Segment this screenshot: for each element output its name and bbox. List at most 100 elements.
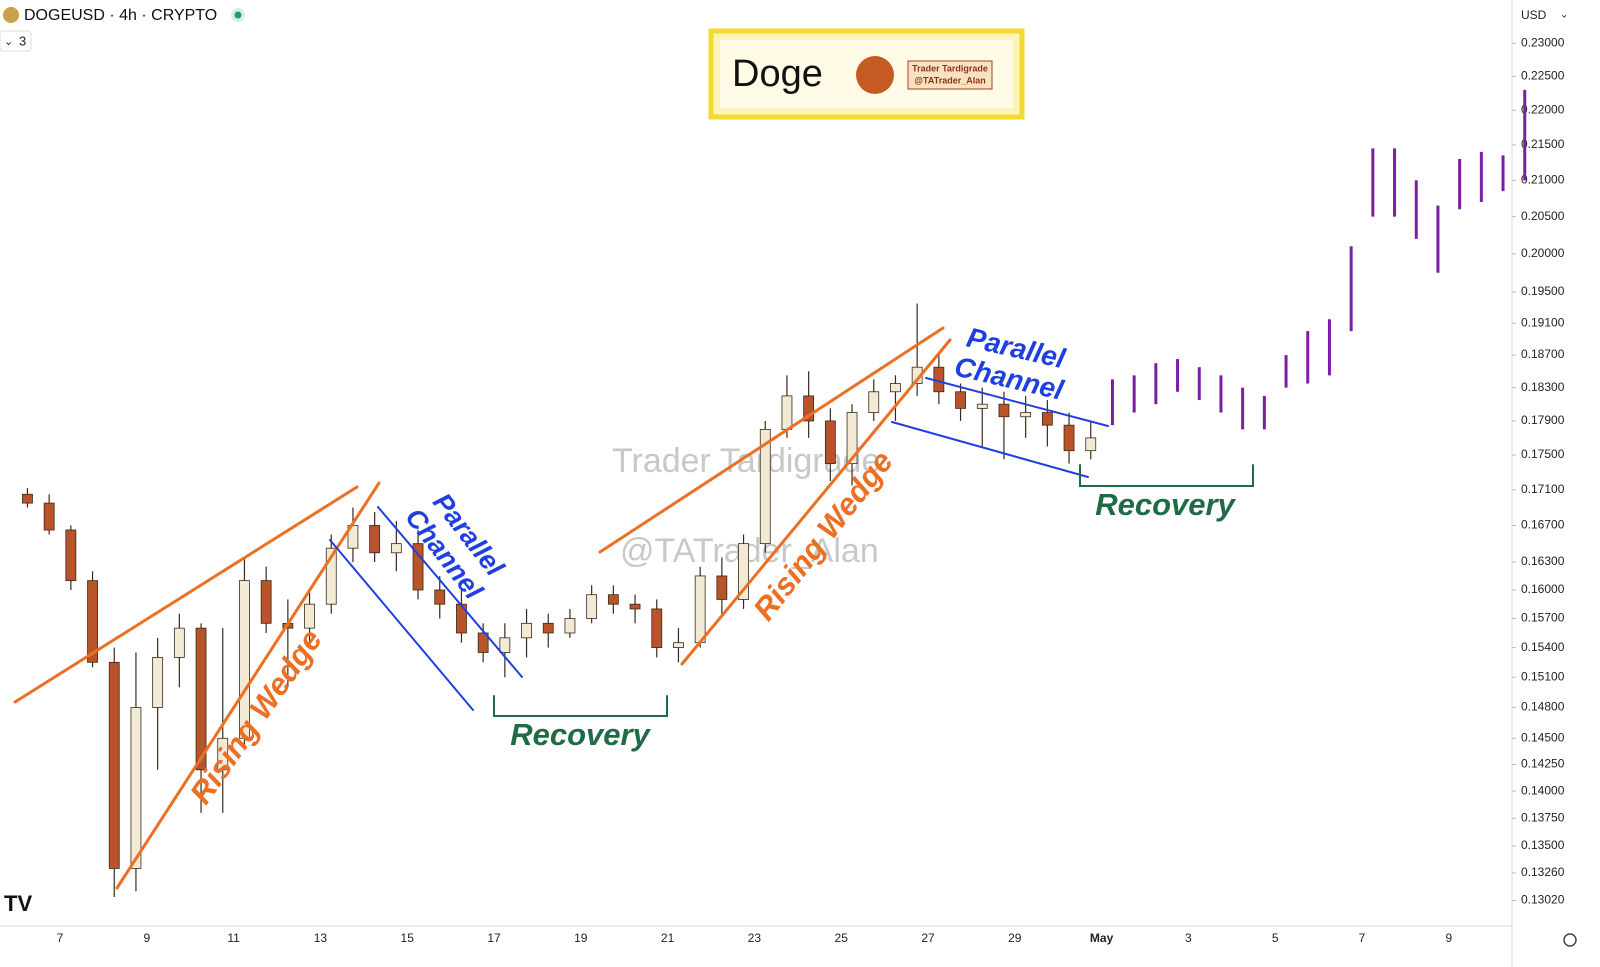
candle-body (868, 391, 880, 413)
x-tick-label: 11 (227, 931, 240, 945)
candle-body (846, 412, 858, 465)
y-tick-label: 0.19100 (1521, 315, 1565, 329)
y-tick-label: 0.16000 (1521, 582, 1565, 596)
logo-badge (907, 60, 993, 90)
status-dot (234, 11, 242, 19)
candle-body (173, 627, 185, 658)
x-tick-label: 13 (314, 931, 328, 945)
candle-body (1085, 437, 1097, 452)
y-tick-label: 0.14500 (1521, 730, 1565, 744)
candle-body (824, 420, 836, 465)
candle-body (586, 594, 598, 619)
channel-line (329, 539, 474, 711)
y-tick-label: 0.17100 (1521, 482, 1565, 496)
y-tick-label: 0.15400 (1521, 640, 1565, 654)
y-tick-label: 0.21000 (1521, 172, 1565, 186)
y-tick-label: 0.16300 (1521, 554, 1565, 568)
candle-body (759, 428, 771, 545)
candle-body (239, 580, 250, 739)
y-tick-label: 0.14250 (1521, 757, 1565, 771)
y-tick-label: 0.23000 (1521, 35, 1565, 49)
candle-body (217, 737, 229, 771)
symbol-title: DOGEUSD · 4h · CRYPTO (24, 7, 217, 24)
indicator-toggle[interactable] (0, 30, 32, 52)
candle-body (1020, 412, 1032, 418)
candle-body (22, 493, 33, 504)
trend-line (115, 481, 381, 890)
y-tick-label: 0.17500 (1521, 447, 1565, 461)
y-tick-label: 0.15700 (1521, 611, 1565, 625)
x-tick-label: 17 (487, 931, 501, 945)
y-tick-label: 0.13260 (1521, 865, 1565, 879)
candle-body (629, 603, 641, 610)
candle-body (521, 622, 532, 639)
x-tick-label: May (1090, 931, 1114, 945)
drawings (13, 326, 1254, 890)
channel-line (891, 421, 1089, 478)
y-tick-label: 0.21500 (1521, 137, 1565, 151)
candle-body (152, 656, 164, 708)
logo-author: Trader Tardigrade (912, 63, 988, 73)
trend-line (598, 326, 945, 554)
x-tick-label: 15 (401, 931, 415, 945)
y-tick-label: 0.13500 (1521, 838, 1565, 852)
candle-body (434, 589, 446, 605)
candle-body (260, 580, 272, 624)
y-tick-label: 0.22500 (1521, 69, 1565, 83)
currency[interactable]: USD (1521, 8, 1547, 22)
y-tick-label: 0.17900 (1521, 413, 1565, 427)
watermark: @TATrader_Alan (620, 532, 879, 570)
candle-body (390, 543, 402, 554)
y-tick-label: 0.14000 (1521, 783, 1565, 797)
bracket (493, 695, 668, 717)
y-tick-label: 0.16700 (1521, 518, 1565, 532)
symbol-icon (3, 7, 19, 23)
candle-body (1041, 412, 1053, 426)
candle-body (716, 575, 728, 600)
logo-title: Doge (732, 53, 823, 95)
x-tick-label: 25 (835, 931, 849, 945)
x-tick-label: 29 (1008, 931, 1022, 945)
candle-body (651, 608, 663, 648)
candle-body (1063, 424, 1075, 452)
y-tick-label: 0.22000 (1521, 102, 1565, 116)
candle-body (304, 603, 315, 629)
candle-body (803, 395, 815, 422)
y-tick-label: 0.20000 (1521, 246, 1565, 260)
candle-body (195, 627, 207, 771)
candle-body (43, 502, 55, 531)
trend-line (13, 485, 359, 704)
candle-body (65, 529, 77, 582)
x-tick-label: 7 (1359, 931, 1366, 945)
candle-body (955, 391, 966, 409)
annotation: Recovery (510, 717, 651, 752)
logo-icon (856, 56, 894, 94)
settings-icon[interactable] (1563, 933, 1577, 947)
candle-body (499, 637, 511, 653)
x-tick-label: 21 (661, 931, 675, 945)
candle-body (325, 547, 337, 605)
x-tick-label: 19 (574, 931, 588, 945)
annotation-line: Recovery (1095, 487, 1236, 522)
y-tick-label: 0.13020 (1521, 893, 1565, 907)
candle-body (607, 594, 619, 605)
plot-area: 0.23000 0.22500 0.22000 0.21500 0.21000 0.205… (22, 35, 1565, 945)
candle-body (738, 543, 749, 600)
candle-body (998, 403, 1010, 418)
x-tick-label: 5 (1272, 931, 1279, 945)
candle-body (976, 403, 988, 409)
x-tick-label: 9 (143, 931, 150, 945)
x-tick-label: 27 (921, 931, 935, 945)
y-tick-label: 0.14800 (1521, 700, 1565, 714)
y-tick-label: 0.18700 (1521, 347, 1565, 361)
candle-body (564, 618, 576, 634)
x-tick-label: 3 (1185, 931, 1192, 945)
candle-body (673, 642, 684, 648)
candle-body (890, 383, 901, 393)
bracket (1079, 464, 1254, 487)
candle-body (130, 707, 142, 869)
candle-body (369, 525, 381, 554)
candle-body (694, 575, 706, 644)
channel-line (377, 506, 523, 678)
